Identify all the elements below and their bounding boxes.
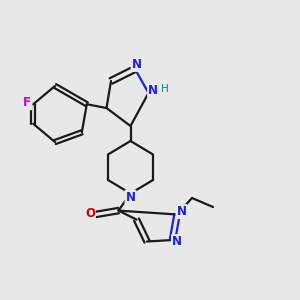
Text: N: N: [172, 235, 182, 248]
Text: O: O: [85, 207, 95, 220]
Text: H: H: [161, 84, 169, 94]
Text: F: F: [23, 96, 31, 109]
Text: N: N: [148, 83, 158, 97]
Text: N: N: [176, 205, 187, 218]
Text: N: N: [125, 190, 136, 204]
Text: N: N: [131, 58, 142, 71]
